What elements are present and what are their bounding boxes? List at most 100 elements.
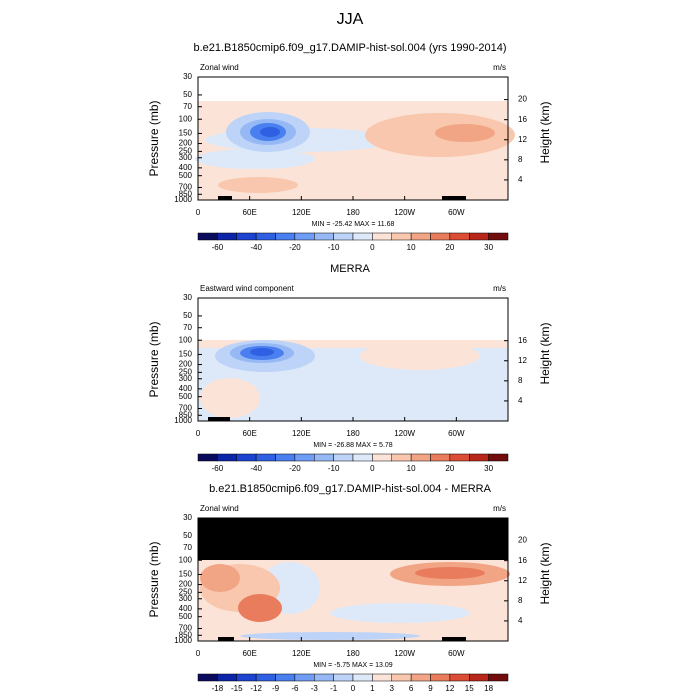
- y-tick-label: 100: [179, 114, 193, 123]
- colorbar-box: [352, 232, 373, 241]
- y2-tick-label: 20: [518, 536, 527, 545]
- colorbar-box: [372, 232, 392, 241]
- colorbar-box: [410, 232, 431, 241]
- colorbar-box: [217, 673, 237, 682]
- contour-fill: [218, 196, 232, 200]
- colorbar-label: -60: [212, 243, 224, 252]
- y-tick-label: 300: [179, 594, 193, 603]
- contour-fill: [360, 342, 480, 370]
- colorbar-label: 0: [370, 243, 375, 252]
- y-tick-label: 200: [179, 580, 193, 589]
- x-tick-label: 180: [346, 208, 360, 217]
- y2-tick-label: 4: [518, 396, 523, 405]
- contour-fill: [195, 149, 315, 169]
- colorbar-label: -15: [231, 684, 243, 693]
- units-label: m/s: [493, 63, 506, 72]
- left-label: Zonal wind: [200, 63, 239, 72]
- colorbar-label: 20: [445, 243, 454, 252]
- colorbar-label: 0: [370, 464, 375, 473]
- y-tick-label: 30: [183, 72, 192, 81]
- colorbar-box: [197, 673, 218, 682]
- colorbar-box: [294, 673, 315, 682]
- colorbar-label: -60: [212, 464, 224, 473]
- contour-fill: [238, 594, 282, 622]
- colorbar-box: [333, 453, 354, 462]
- colorbar-box: [333, 673, 354, 682]
- y2-tick-label: 4: [518, 616, 523, 625]
- colorbar-box: [469, 232, 489, 241]
- panel: [198, 340, 508, 421]
- colorbar-label: 20: [445, 464, 454, 473]
- y-tick-label: 30: [183, 293, 192, 302]
- y-tick-label: 700: [179, 404, 193, 413]
- colorbar-box: [449, 453, 470, 462]
- y-tick-label: 850: [179, 410, 193, 419]
- y-tick-label: 250: [179, 367, 193, 376]
- colorbar-box: [410, 673, 431, 682]
- y-tick-label: 500: [179, 612, 193, 621]
- panel-title: b.e21.B1850cmip6.f09_g17.DAMIP-hist-sol.…: [193, 42, 506, 54]
- colorbar-label: -1: [330, 684, 338, 693]
- contour-fill: [218, 177, 298, 193]
- contour-fill: [260, 127, 280, 137]
- colorbar-box: [314, 673, 334, 682]
- colorbar-label: -6: [291, 684, 299, 693]
- colorbar-box: [372, 673, 392, 682]
- x-tick-label: 180: [346, 649, 360, 658]
- colorbar-box: [217, 453, 237, 462]
- colorbar-box: [488, 232, 509, 241]
- units-label: m/s: [493, 504, 506, 513]
- x-tick-label: 120E: [292, 208, 311, 217]
- left-label: Zonal wind: [200, 504, 239, 513]
- colorbar-label: -3: [311, 684, 319, 693]
- colorbar-label: -10: [328, 243, 340, 252]
- colorbar-label: -18: [212, 684, 224, 693]
- y-tick-label: 50: [183, 311, 192, 320]
- y-tick-label: 150: [179, 570, 193, 579]
- stats: MIN = -26.88 MAX = 5.78: [313, 442, 392, 449]
- y2-axis-label: Height (km): [538, 101, 552, 163]
- colorbar-box: [236, 232, 257, 241]
- x-tick-label: 120E: [292, 649, 311, 658]
- y2-tick-label: 16: [518, 336, 527, 345]
- contour-fill: [442, 637, 466, 641]
- y2-tick-label: 8: [518, 155, 523, 164]
- contour-fill: [200, 378, 260, 418]
- colorbar-box: [197, 453, 218, 462]
- colorbar-label: -40: [250, 464, 262, 473]
- contour-fill: [198, 77, 508, 101]
- colorbar-box: [469, 453, 489, 462]
- colorbar-box: [352, 673, 373, 682]
- y-tick-label: 300: [179, 374, 193, 383]
- y-tick-label: 400: [179, 384, 193, 393]
- y2-tick-label: 12: [518, 356, 527, 365]
- contour-fill: [200, 564, 240, 592]
- y-tick-label: 100: [179, 335, 193, 344]
- panel-title: MERRA: [330, 263, 370, 275]
- y-axis-label: Pressure (mb): [147, 541, 161, 617]
- y-tick-label: 150: [179, 350, 193, 359]
- stats: MIN = -5.75 MAX = 13.09: [313, 662, 392, 669]
- colorbar-box: [333, 232, 354, 241]
- panel: [198, 518, 510, 641]
- y-tick-label: 250: [179, 146, 193, 155]
- colorbar-label: 1: [370, 684, 375, 693]
- y-tick-label: 400: [179, 604, 193, 613]
- y2-tick-label: 20: [518, 95, 527, 104]
- colorbar-box: [372, 453, 392, 462]
- colorbar-box: [217, 232, 237, 241]
- panel-title: b.e21.B1850cmip6.f09_g17.DAMIP-hist-sol.…: [209, 483, 492, 495]
- contour-fill: [435, 124, 495, 142]
- colorbar-box: [236, 673, 257, 682]
- y-tick-label: 50: [183, 531, 192, 540]
- y-tick-label: 150: [179, 129, 193, 138]
- colorbar-box: [391, 673, 412, 682]
- y-tick-label: 1000: [174, 416, 192, 425]
- colorbar-label: 0: [351, 684, 356, 693]
- x-tick-label: 120W: [394, 429, 415, 438]
- figure-title: JJA: [337, 11, 364, 28]
- colorbar-box: [255, 673, 276, 682]
- x-tick-label: 120W: [394, 649, 415, 658]
- colorbar-label: -20: [289, 243, 301, 252]
